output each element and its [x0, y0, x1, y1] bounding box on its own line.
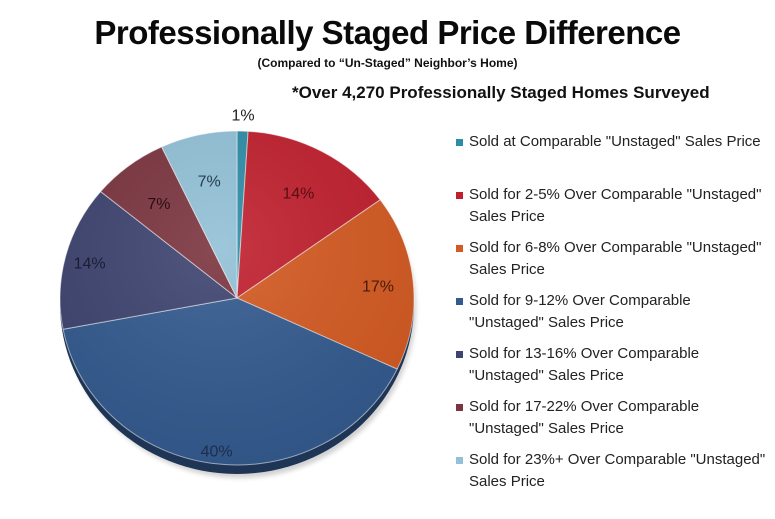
legend-swatch-icon	[456, 245, 463, 252]
legend-label: Sold for 9-12% Over Comparable "Unstaged…	[469, 292, 691, 331]
legend-item: Sold for 2-5% Over Comparable "Unstaged"…	[455, 184, 765, 237]
legend-label: Sold for 13-16% Over Comparable "Unstage…	[469, 345, 700, 384]
pie-slice-label: 7%	[147, 196, 170, 213]
legend-swatch-icon	[456, 404, 463, 411]
legend-swatch-icon	[456, 192, 463, 199]
pie-slice-label: 14%	[74, 255, 106, 272]
chart-subtitle: (Compared to “Un-Staged” Neighbor’s Home…	[257, 56, 518, 70]
legend-label: Sold for 17-22% Over Comparable "Unstage…	[469, 398, 700, 437]
survey-note: *Over 4,270 Professionally Staged Homes …	[292, 83, 710, 102]
legend-label: Sold for 6-8% Over Comparable "Unstaged"…	[469, 239, 762, 278]
legend-item: Sold for 23%+ Over Comparable "Unstaged"…	[455, 449, 765, 502]
pie-slice-label: 7%	[198, 174, 221, 191]
legend-swatch-icon	[456, 351, 463, 358]
legend-item: Sold for 6-8% Over Comparable "Unstaged"…	[455, 237, 765, 290]
legend-item: Sold at Comparable "Unstaged" Sales Pric…	[455, 131, 765, 184]
pie-svg: 1% 14% 17% 40% 14% 7% 7%	[59, 107, 416, 478]
pie-slice-label: 1%	[232, 107, 255, 124]
legend: Sold at Comparable "Unstaged" Sales Pric…	[455, 131, 765, 502]
pie-slice-labels: 1% 14% 17% 40% 14% 7% 7%	[74, 107, 394, 460]
legend-swatch-icon	[456, 139, 463, 146]
pie-slice-label: 40%	[201, 443, 233, 460]
legend-item: Sold for 17-22% Over Comparable "Unstage…	[455, 396, 765, 449]
pie-chart: 1% 14% 17% 40% 14% 7% 7%	[59, 107, 416, 478]
legend-swatch-icon	[456, 298, 463, 305]
legend-label: Sold for 23%+ Over Comparable "Unstaged"…	[469, 451, 766, 490]
legend-label: Sold for 2-5% Over Comparable "Unstaged"…	[469, 186, 762, 225]
pie-slices	[59, 130, 415, 466]
pie-slice-label: 14%	[282, 186, 314, 203]
legend-swatch-icon	[456, 457, 463, 464]
legend-label: Sold at Comparable "Unstaged" Sales Pric…	[469, 133, 761, 150]
pie-slice-label: 17%	[362, 278, 394, 295]
legend-item: Sold for 13-16% Over Comparable "Unstage…	[455, 343, 765, 396]
legend-item: Sold for 9-12% Over Comparable "Unstaged…	[455, 290, 765, 343]
chart-title: Professionally Staged Price Difference	[94, 14, 681, 51]
